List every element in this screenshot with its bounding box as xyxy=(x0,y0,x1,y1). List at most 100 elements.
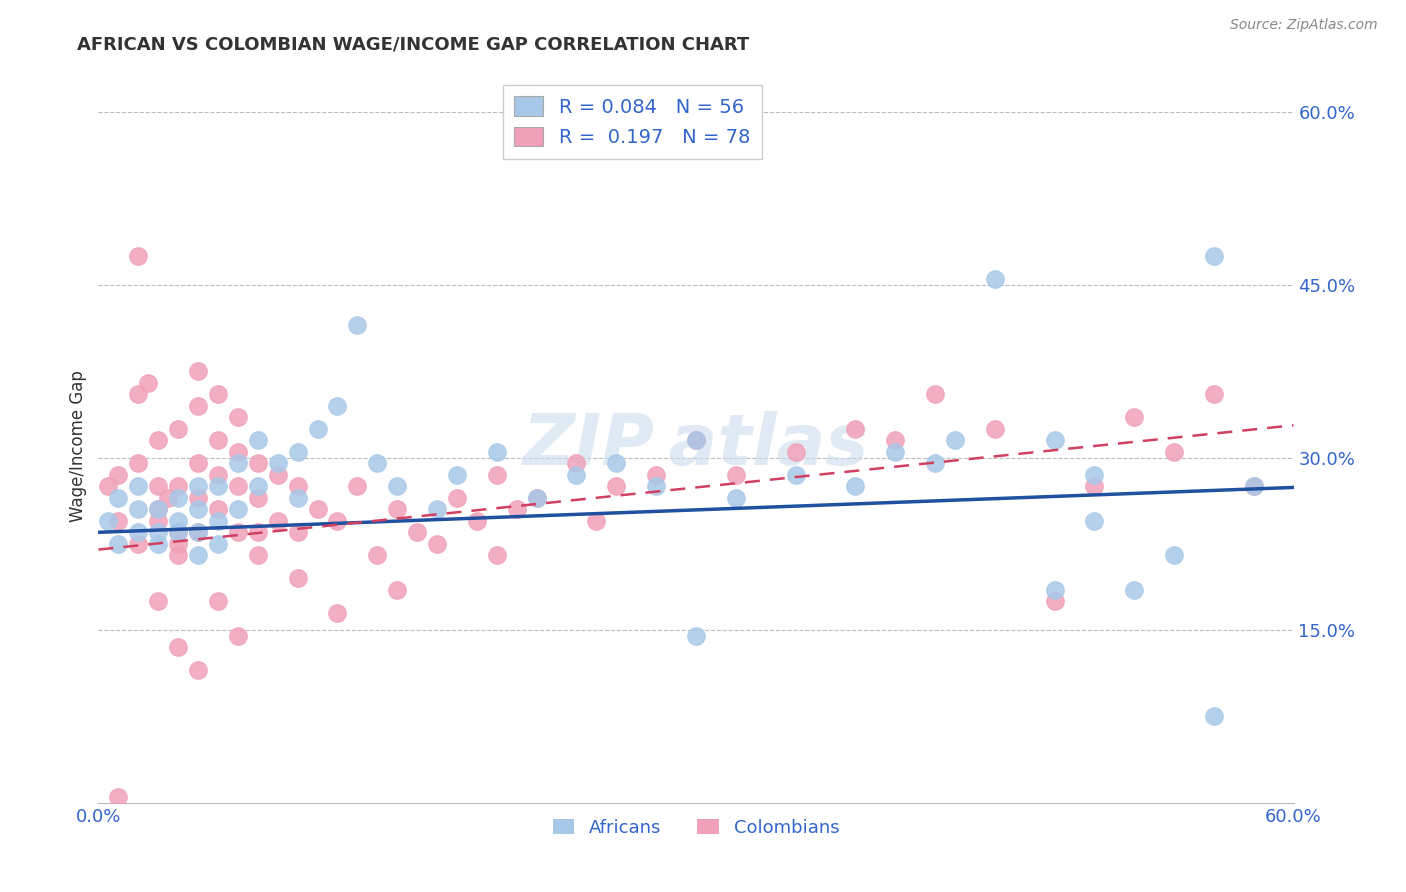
Point xyxy=(157,491,180,505)
Point xyxy=(685,629,707,643)
Point xyxy=(148,434,170,448)
Point xyxy=(924,456,946,470)
Point xyxy=(246,525,269,540)
Point xyxy=(1243,479,1265,493)
Point xyxy=(1083,514,1105,528)
Point xyxy=(187,399,209,413)
Point xyxy=(167,549,190,563)
Point xyxy=(148,502,170,516)
Point xyxy=(446,491,468,505)
Point xyxy=(167,422,190,436)
Point xyxy=(187,525,209,540)
Point xyxy=(406,525,429,540)
Point xyxy=(127,479,149,493)
Point xyxy=(226,444,249,458)
Point xyxy=(426,537,449,551)
Point xyxy=(207,594,229,608)
Point xyxy=(446,467,468,482)
Point xyxy=(97,479,120,493)
Text: ZIP atlas: ZIP atlas xyxy=(523,411,869,481)
Point xyxy=(426,502,449,516)
Point xyxy=(1202,387,1225,401)
Point xyxy=(605,479,627,493)
Legend: Africans, Colombians: Africans, Colombians xyxy=(546,812,846,844)
Point xyxy=(187,364,209,378)
Point xyxy=(984,272,1007,286)
Point xyxy=(984,422,1007,436)
Point xyxy=(326,514,349,528)
Point xyxy=(1202,709,1225,723)
Point xyxy=(167,525,190,540)
Point xyxy=(167,514,190,528)
Point xyxy=(287,525,309,540)
Point xyxy=(724,491,747,505)
Point xyxy=(1083,467,1105,482)
Point xyxy=(844,422,866,436)
Point xyxy=(167,537,190,551)
Point xyxy=(267,456,290,470)
Point xyxy=(187,491,209,505)
Point xyxy=(226,456,249,470)
Point xyxy=(526,491,548,505)
Point xyxy=(127,537,149,551)
Point xyxy=(884,434,907,448)
Point xyxy=(1163,549,1185,563)
Point xyxy=(1163,444,1185,458)
Point xyxy=(385,582,409,597)
Point xyxy=(246,491,269,505)
Point xyxy=(565,467,588,482)
Point xyxy=(645,467,668,482)
Point xyxy=(287,479,309,493)
Point xyxy=(924,387,946,401)
Point xyxy=(943,434,966,448)
Point xyxy=(167,640,190,655)
Point xyxy=(844,479,866,493)
Point xyxy=(226,629,249,643)
Point xyxy=(207,502,229,516)
Point xyxy=(107,537,129,551)
Point xyxy=(107,790,129,805)
Point xyxy=(107,467,129,482)
Point xyxy=(326,606,349,620)
Point xyxy=(366,456,388,470)
Point xyxy=(97,514,120,528)
Point xyxy=(226,525,249,540)
Point xyxy=(207,387,229,401)
Point xyxy=(187,502,209,516)
Point xyxy=(605,456,627,470)
Point xyxy=(645,479,668,493)
Point xyxy=(187,456,209,470)
Point xyxy=(485,444,508,458)
Point xyxy=(246,434,269,448)
Point xyxy=(207,514,229,528)
Point xyxy=(127,502,149,516)
Point xyxy=(307,422,329,436)
Point xyxy=(1243,479,1265,493)
Point xyxy=(1123,410,1146,425)
Point xyxy=(148,537,170,551)
Point xyxy=(485,467,508,482)
Point xyxy=(148,514,170,528)
Point xyxy=(127,456,149,470)
Point xyxy=(107,514,129,528)
Point xyxy=(207,479,229,493)
Point xyxy=(1043,582,1066,597)
Point xyxy=(267,467,290,482)
Text: Source: ZipAtlas.com: Source: ZipAtlas.com xyxy=(1230,18,1378,32)
Point xyxy=(485,549,508,563)
Point xyxy=(1123,582,1146,597)
Point xyxy=(187,525,209,540)
Point xyxy=(136,376,159,390)
Point xyxy=(685,434,707,448)
Text: AFRICAN VS COLOMBIAN WAGE/INCOME GAP CORRELATION CHART: AFRICAN VS COLOMBIAN WAGE/INCOME GAP COR… xyxy=(77,36,749,54)
Point xyxy=(226,410,249,425)
Point xyxy=(287,444,309,458)
Point xyxy=(167,491,190,505)
Point xyxy=(148,525,170,540)
Point xyxy=(187,664,209,678)
Point xyxy=(148,594,170,608)
Point xyxy=(207,434,229,448)
Y-axis label: Wage/Income Gap: Wage/Income Gap xyxy=(69,370,87,522)
Point xyxy=(1083,479,1105,493)
Point xyxy=(167,479,190,493)
